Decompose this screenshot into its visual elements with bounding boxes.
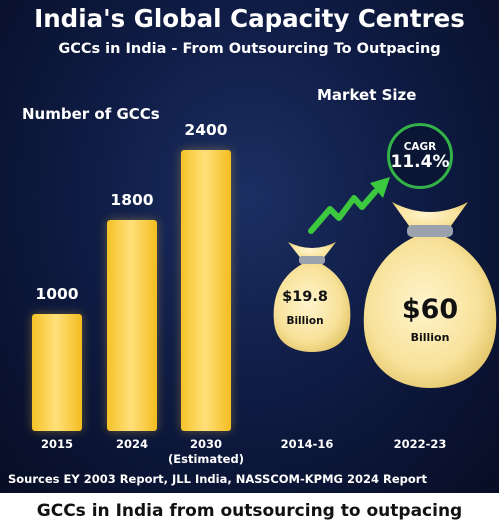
page-title: India's Global Capacity Centres xyxy=(34,4,465,33)
number-of-gccs-heading: Number of GCCs xyxy=(22,105,160,123)
money-bag-small-icon xyxy=(273,242,351,352)
cagr-badge: CAGR 11.4% xyxy=(387,123,453,189)
bar-value-2015: 1000 xyxy=(35,284,79,303)
bar-2015 xyxy=(32,313,82,431)
cagr-value: 11.4% xyxy=(390,151,450,172)
page-subtitle: GCCs in India - From Outsourcing To Outp… xyxy=(58,41,441,57)
footer-caption-bar: GCCs in India from outsourcing to outpac… xyxy=(0,493,499,528)
x-label-2022-23: 2022-23 xyxy=(393,437,447,451)
market-unit-2014-16: Billion xyxy=(286,315,324,327)
bar-2030 xyxy=(181,150,231,431)
infographic-card: India's Global Capacity Centres GCCs in … xyxy=(0,0,499,493)
x-label-2030: 2030 (Estimated) xyxy=(168,437,244,466)
bar-value-2030: 2400 xyxy=(184,121,228,139)
x-label-2030-note: (Estimated) xyxy=(168,452,244,466)
market-value-2014-16: $19.8 xyxy=(282,289,328,305)
sources-note: Sources EY 2003 Report, JLL India, NASSC… xyxy=(8,472,427,486)
money-bag-large-icon xyxy=(363,202,497,388)
x-label-2014-16: 2014-16 xyxy=(280,437,334,451)
x-label-2015: 2015 xyxy=(40,437,73,451)
cagr-label: CAGR xyxy=(403,140,437,153)
market-unit-2022-23: Billion xyxy=(410,331,450,344)
growth-arrow-icon xyxy=(308,177,390,234)
footer-caption: GCCs in India from outsourcing to outpac… xyxy=(36,500,463,521)
market-value-2022-23: $60 xyxy=(401,294,459,325)
bar-2024 xyxy=(107,220,157,431)
x-label-2024: 2024 xyxy=(115,437,148,451)
market-size-heading: Market Size xyxy=(317,86,417,104)
bar-value-2024: 1800 xyxy=(110,191,154,210)
